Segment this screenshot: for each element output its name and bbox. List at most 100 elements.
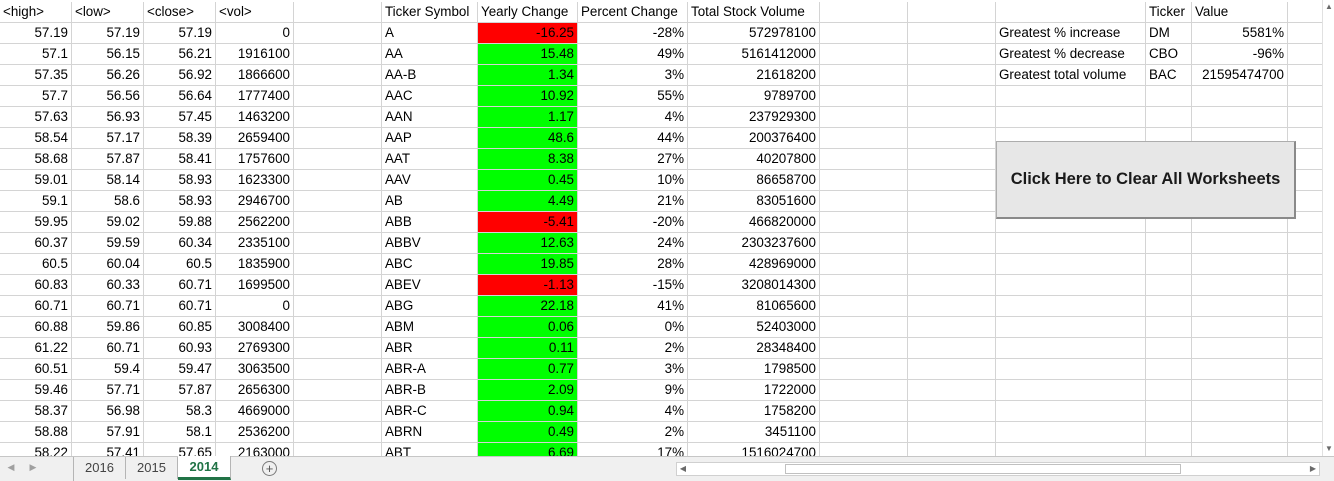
cell-yearly-change[interactable]: -5.41: [478, 212, 578, 233]
cell-yearly-change[interactable]: -16.25: [478, 23, 578, 44]
empty-cell[interactable]: [820, 65, 908, 86]
cell-high[interactable]: 60.83: [0, 275, 72, 296]
cell-total-volume[interactable]: 1722000: [688, 380, 820, 401]
empty-cell[interactable]: [1288, 191, 1322, 212]
empty-cell[interactable]: [996, 443, 1146, 456]
empty-cell[interactable]: [294, 86, 382, 107]
empty-cell[interactable]: [1192, 107, 1288, 128]
empty-cell[interactable]: [294, 296, 382, 317]
empty-cell[interactable]: [1146, 317, 1192, 338]
scroll-up-icon[interactable]: ▲: [1325, 2, 1333, 11]
cell-close[interactable]: 56.92: [144, 65, 216, 86]
empty-cell[interactable]: [1146, 443, 1192, 456]
empty-cell[interactable]: [1288, 128, 1322, 149]
summary-label[interactable]: Greatest % decrease: [996, 44, 1146, 65]
cell-low[interactable]: 57.87: [72, 149, 144, 170]
cell-vol[interactable]: 2656300: [216, 380, 294, 401]
empty-cell[interactable]: [1146, 275, 1192, 296]
cell-vol[interactable]: 1757600: [216, 149, 294, 170]
cell-percent-change[interactable]: 49%: [578, 44, 688, 65]
empty-cell[interactable]: [1288, 107, 1322, 128]
cell-low[interactable]: 60.71: [72, 338, 144, 359]
cell-yearly-change[interactable]: 19.85: [478, 254, 578, 275]
next-sheet-icon[interactable]: ▶: [29, 462, 37, 472]
horizontal-scrollbar[interactable]: ◀ ▶: [676, 462, 1320, 476]
cell-yearly-change[interactable]: 8.38: [478, 149, 578, 170]
empty-cell[interactable]: [820, 2, 908, 23]
cell-total-volume[interactable]: 1516024700: [688, 443, 820, 456]
cell-ticker[interactable]: ABC: [382, 254, 478, 275]
cell-high[interactable]: 61.22: [0, 338, 72, 359]
empty-cell[interactable]: [1146, 338, 1192, 359]
cell-percent-change[interactable]: 4%: [578, 401, 688, 422]
cell-total-volume[interactable]: 3451100: [688, 422, 820, 443]
cell-close[interactable]: 60.85: [144, 317, 216, 338]
cell-vol[interactable]: 2659400: [216, 128, 294, 149]
cell-percent-change[interactable]: -20%: [578, 212, 688, 233]
cell-total-volume[interactable]: 2303237600: [688, 233, 820, 254]
empty-cell[interactable]: [1192, 443, 1288, 456]
empty-cell[interactable]: [820, 44, 908, 65]
empty-cell[interactable]: [908, 23, 996, 44]
empty-cell[interactable]: [820, 338, 908, 359]
cell-vol[interactable]: 0: [216, 296, 294, 317]
cell-total-volume[interactable]: 572978100: [688, 23, 820, 44]
cell-ticker[interactable]: AAN: [382, 107, 478, 128]
summary-header-ticker[interactable]: Ticker: [1146, 2, 1192, 23]
empty-cell[interactable]: [908, 296, 996, 317]
sheet-tab-2016[interactable]: 2016: [74, 457, 126, 479]
cell-close[interactable]: 56.21: [144, 44, 216, 65]
cell-high[interactable]: 58.54: [0, 128, 72, 149]
cell-ticker[interactable]: ABRN: [382, 422, 478, 443]
cell-percent-change[interactable]: 2%: [578, 338, 688, 359]
cell-total-volume[interactable]: 52403000: [688, 317, 820, 338]
empty-cell[interactable]: [908, 191, 996, 212]
empty-cell[interactable]: [1146, 359, 1192, 380]
cell-yearly-change[interactable]: 22.18: [478, 296, 578, 317]
cell-high[interactable]: 57.1: [0, 44, 72, 65]
cell-total-volume[interactable]: 237929300: [688, 107, 820, 128]
header-vol[interactable]: <vol>: [216, 2, 294, 23]
cell-percent-change[interactable]: 24%: [578, 233, 688, 254]
cell-total-volume[interactable]: 81065600: [688, 296, 820, 317]
cell-ticker[interactable]: AAV: [382, 170, 478, 191]
empty-cell[interactable]: [294, 44, 382, 65]
header-low[interactable]: <low>: [72, 2, 144, 23]
empty-cell[interactable]: [294, 212, 382, 233]
empty-cell[interactable]: [294, 338, 382, 359]
scroll-down-icon[interactable]: ▼: [1325, 444, 1333, 453]
cell-percent-change[interactable]: 44%: [578, 128, 688, 149]
empty-cell[interactable]: [996, 233, 1146, 254]
empty-cell[interactable]: [1288, 254, 1322, 275]
empty-cell[interactable]: [1146, 296, 1192, 317]
empty-cell[interactable]: [294, 107, 382, 128]
empty-cell[interactable]: [1192, 212, 1288, 233]
empty-cell[interactable]: [820, 359, 908, 380]
cell-yearly-change[interactable]: 0.06: [478, 317, 578, 338]
empty-cell[interactable]: [1146, 380, 1192, 401]
empty-cell[interactable]: [908, 170, 996, 191]
empty-cell[interactable]: [1192, 275, 1288, 296]
cell-low[interactable]: 60.04: [72, 254, 144, 275]
cell-total-volume[interactable]: 21618200: [688, 65, 820, 86]
cell-percent-change[interactable]: 3%: [578, 65, 688, 86]
empty-cell[interactable]: [294, 23, 382, 44]
cell-vol[interactable]: 1777400: [216, 86, 294, 107]
empty-cell[interactable]: [294, 65, 382, 86]
cell-low[interactable]: 59.86: [72, 317, 144, 338]
empty-cell[interactable]: [294, 128, 382, 149]
cell-total-volume[interactable]: 5161412000: [688, 44, 820, 65]
horizontal-scroll-thumb[interactable]: [785, 464, 1181, 474]
empty-cell[interactable]: [1192, 359, 1288, 380]
empty-cell[interactable]: [820, 212, 908, 233]
empty-cell[interactable]: [1146, 233, 1192, 254]
empty-cell[interactable]: [908, 317, 996, 338]
cell-close[interactable]: 58.41: [144, 149, 216, 170]
summary-ticker[interactable]: BAC: [1146, 65, 1192, 86]
cell-yearly-change[interactable]: -1.13: [478, 275, 578, 296]
cell-ticker[interactable]: ABEV: [382, 275, 478, 296]
header-high[interactable]: <high>: [0, 2, 72, 23]
cell-high[interactable]: 57.63: [0, 107, 72, 128]
empty-cell[interactable]: [820, 380, 908, 401]
cell-ticker[interactable]: ABB: [382, 212, 478, 233]
